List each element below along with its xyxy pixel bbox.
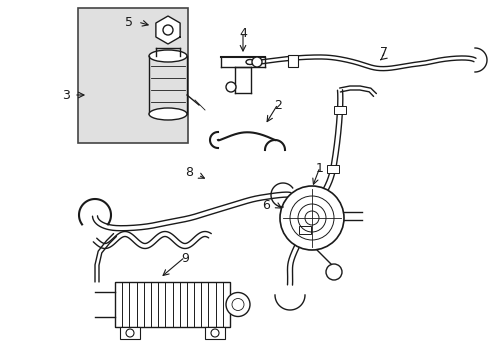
Bar xyxy=(333,106,346,114)
Text: 8: 8 xyxy=(184,166,193,179)
Ellipse shape xyxy=(149,108,186,120)
Circle shape xyxy=(126,329,134,337)
Bar xyxy=(78,8,187,143)
Circle shape xyxy=(325,264,341,280)
Circle shape xyxy=(210,329,219,337)
Polygon shape xyxy=(156,16,180,44)
Bar xyxy=(115,282,229,327)
Bar xyxy=(204,327,224,339)
Text: 1: 1 xyxy=(315,162,323,175)
Text: 5: 5 xyxy=(125,15,133,28)
Text: 7: 7 xyxy=(379,45,387,59)
Text: 3: 3 xyxy=(62,89,70,102)
Ellipse shape xyxy=(149,50,186,62)
Circle shape xyxy=(163,25,173,35)
Circle shape xyxy=(251,57,262,67)
Circle shape xyxy=(280,186,343,250)
Bar xyxy=(120,327,140,339)
Bar xyxy=(326,165,338,173)
Bar xyxy=(298,226,310,234)
Circle shape xyxy=(225,292,249,316)
Ellipse shape xyxy=(245,59,253,64)
Text: 6: 6 xyxy=(262,198,269,212)
Circle shape xyxy=(225,82,236,92)
Text: 2: 2 xyxy=(273,99,282,112)
Bar xyxy=(287,55,297,67)
Text: 4: 4 xyxy=(239,27,246,40)
Text: 9: 9 xyxy=(181,252,188,265)
